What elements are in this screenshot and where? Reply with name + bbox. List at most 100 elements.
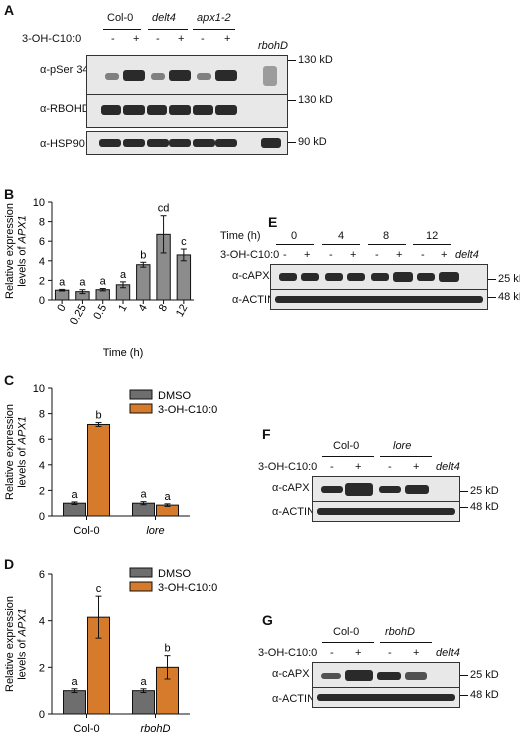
genotype-label-col0: Col-0 <box>333 626 360 638</box>
treatment-sign: - <box>156 33 160 45</box>
marker-label: 48 kD <box>470 689 499 701</box>
legend-swatch <box>129 403 153 414</box>
marker-tick <box>460 675 468 676</box>
western-blot-capx <box>270 264 488 290</box>
significance-letter: b <box>140 249 146 261</box>
y-tick-label: 0 <box>39 709 45 721</box>
bar <box>63 690 86 715</box>
genotype-label-delt4: delt4 <box>152 12 176 24</box>
x-tick-label: Col-0 <box>73 525 99 537</box>
genotype-label-lore: lore <box>393 440 412 452</box>
legend-swatch <box>129 389 153 400</box>
treatment-label: 3-OH-C10:0 <box>22 33 82 45</box>
western-blot-actin <box>270 289 488 310</box>
marker-label: 130 kD <box>298 54 333 66</box>
y-axis-label: Relative expressionlevels of APX1 <box>4 404 29 500</box>
western-blot-hsp90 <box>86 131 288 155</box>
treatment-sign: - <box>111 33 115 45</box>
x-tick-label: 1 <box>116 303 129 314</box>
significance-letter: a <box>164 491 171 503</box>
blot-row-label: α-HSP90 <box>40 138 85 150</box>
blot-row-label: α-ACTIN <box>272 693 316 705</box>
bar <box>87 423 110 517</box>
y-tick-label: 10 <box>33 197 45 209</box>
y-tick-label: 4 <box>39 256 45 268</box>
genotype-label-apx1-2: apx1-2 <box>197 12 231 24</box>
panel-d-letter: D <box>4 556 15 572</box>
legend-label: DMSO <box>158 390 191 402</box>
western-blot-pser <box>86 55 288 95</box>
significance-letter: a <box>100 276 107 288</box>
marker-tick <box>288 60 296 61</box>
significance-letter: a <box>71 676 78 688</box>
significance-letter: c <box>181 236 187 248</box>
treatment-sign: + <box>441 249 448 261</box>
treatment-label: 3-OH-C10:0 <box>220 249 280 261</box>
control-lane-label: delt4 <box>455 249 479 261</box>
treatment-sign: + <box>350 249 357 261</box>
bar <box>176 254 192 301</box>
time-underline <box>322 244 360 245</box>
y-tick-label: 6 <box>39 434 45 446</box>
genotype-underline <box>148 29 188 30</box>
control-lane-label: delt4 <box>436 647 460 659</box>
western-blot-actin <box>312 687 460 708</box>
significance-letter: a <box>140 489 147 501</box>
time-underline <box>413 244 451 245</box>
treatment-sign: - <box>330 461 334 473</box>
genotype-underline <box>193 29 235 30</box>
panel-a-letter: A <box>4 2 15 18</box>
significance-letter: a <box>120 269 127 281</box>
x-axis-label: Time (h) <box>103 347 144 359</box>
chart-d: 0 2 4 6 Relative expressionlevels of APX1 a c C… <box>4 567 217 735</box>
treatment-sign: - <box>375 249 379 261</box>
time-underline <box>368 244 406 245</box>
y-axis-label: Relative expressionlevels of APX1 <box>4 596 29 692</box>
time-value: 4 <box>338 230 345 242</box>
significance-letter: a <box>59 276 66 288</box>
y-tick-label: 2 <box>39 662 45 674</box>
marker-tick <box>288 100 296 101</box>
y-tick-label: 8 <box>39 217 45 229</box>
y-tick-label: 0 <box>39 295 45 307</box>
treatment-label: 3-OH-C10:0 <box>258 461 318 473</box>
bar <box>63 502 86 517</box>
marker-tick <box>488 297 496 298</box>
panel-g-letter: G <box>262 612 273 628</box>
x-tick-label: Col-0 <box>73 723 99 735</box>
marker-label: 25 kD <box>498 273 520 285</box>
significance-letter: a <box>71 489 78 501</box>
y-tick-label: 2 <box>39 485 45 497</box>
treatment-sign: + <box>355 461 362 473</box>
genotype-underline <box>322 642 374 643</box>
treatment-sign: - <box>388 647 392 659</box>
y-tick-label: 2 <box>39 275 45 287</box>
marker-label: 130 kD <box>298 94 333 106</box>
significance-letter: a <box>79 277 86 289</box>
x-tick-label: 0 <box>55 303 68 314</box>
y-tick-label: 8 <box>39 409 45 421</box>
western-blot-capx <box>312 476 460 502</box>
marker-label: 25 kD <box>470 669 499 681</box>
blot-row-label: α-ACTIN <box>232 294 276 306</box>
panel-f-letter: F <box>262 426 271 442</box>
treatment-sign: + <box>413 461 420 473</box>
y-axis-label: Relative expressionlevels of APX1 <box>4 203 29 299</box>
chart-c: 0 2 4 6 8 10 Relative expressionlevels of APX1… <box>4 383 217 537</box>
panel-c-letter: C <box>4 372 15 388</box>
treatment-label: 3-OH-C10:0 <box>258 647 318 659</box>
marker-label: 48 kD <box>498 291 520 303</box>
control-lane-label: rbohD <box>258 40 288 52</box>
blot-row-label: α-cAPX <box>272 482 310 494</box>
treatment-sign: - <box>330 647 334 659</box>
treatment-sign: + <box>133 33 140 45</box>
marker-tick <box>488 279 496 280</box>
marker-label: 25 kD <box>470 485 499 497</box>
x-tick-label: 4 <box>136 303 149 314</box>
genotype-underline <box>380 642 432 643</box>
bar <box>132 690 155 715</box>
legend-label: 3-OH-C10:0 <box>158 582 217 594</box>
genotype-label-col0: Col-0 <box>107 12 134 24</box>
significance-letter: cd <box>158 203 170 215</box>
